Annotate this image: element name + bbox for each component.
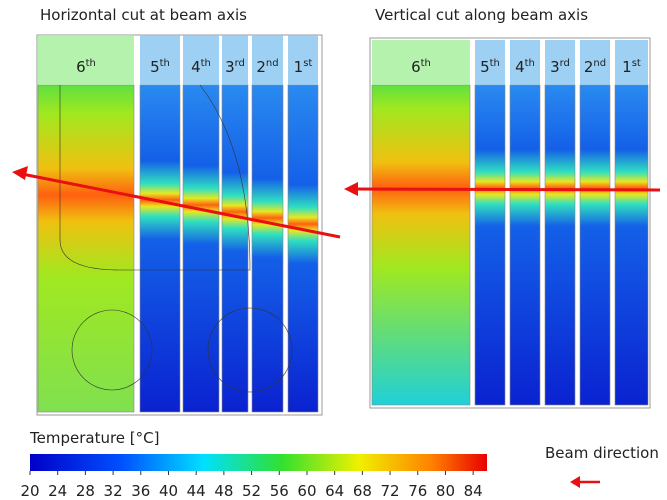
tick-label: 28 <box>76 482 95 500</box>
layer-header <box>475 40 505 85</box>
beam-line <box>21 172 341 239</box>
layer-number: 5 <box>150 58 160 76</box>
colorbar <box>30 454 487 471</box>
layer-map <box>37 84 135 413</box>
layer-number: 2 <box>584 58 594 76</box>
layer-label: 3rd <box>225 58 245 76</box>
layer-label: 5th <box>480 58 500 76</box>
layer-header <box>288 35 318 85</box>
tick-label: 80 <box>436 482 455 500</box>
tick-label: 24 <box>48 482 67 500</box>
layer-number: 3 <box>225 58 235 76</box>
layer-label: 6th <box>411 58 431 76</box>
layer-suffix: th <box>201 58 211 69</box>
panel-title: Vertical cut along beam axis <box>375 6 588 24</box>
layer-map <box>251 84 284 413</box>
tick-label: 36 <box>131 482 150 500</box>
tick-label: 52 <box>242 482 261 500</box>
layer-map <box>614 84 649 406</box>
layer-header <box>222 35 248 85</box>
tick-label: 76 <box>408 482 427 500</box>
layer-suffix: st <box>632 58 641 69</box>
outline <box>59 84 251 271</box>
tick-label: 60 <box>297 482 316 500</box>
layer-number: 6 <box>76 58 86 76</box>
layer-label: 4th <box>191 58 211 76</box>
layer-header <box>615 40 648 85</box>
outline <box>71 309 153 391</box>
layer-suffix: th <box>86 58 96 69</box>
tick-label: 48 <box>214 482 233 500</box>
arrow-head <box>570 476 580 488</box>
tick-label: 56 <box>270 482 289 500</box>
tick-label: 40 <box>159 482 178 500</box>
layer-suffix: th <box>490 58 500 69</box>
layer-label: 4th <box>515 58 535 76</box>
tick-label: 68 <box>353 482 372 500</box>
layer-number: 1 <box>622 58 632 76</box>
layer-header <box>38 35 134 85</box>
layer-map <box>509 84 541 406</box>
tick-label: 64 <box>325 482 344 500</box>
beam-line <box>355 187 661 192</box>
layer-map <box>371 84 471 406</box>
layer-map <box>579 84 611 406</box>
layer-suffix: th <box>421 58 431 69</box>
beam-direction-label: Beam direction <box>545 444 659 462</box>
arrow-head <box>344 182 358 196</box>
tick-label: 20 <box>20 482 39 500</box>
layer-suffix: st <box>303 58 312 69</box>
layer-suffix: th <box>525 58 535 69</box>
layer-suffix: rd <box>560 58 570 69</box>
layer-label: 1st <box>294 58 313 76</box>
layer-number: 1 <box>294 58 304 76</box>
layer-label: 5th <box>150 58 170 76</box>
layer-number: 2 <box>256 58 266 76</box>
layer-suffix: nd <box>266 58 279 69</box>
panel-title: Horizontal cut at beam axis <box>40 6 247 24</box>
layer-number: 5 <box>480 58 490 76</box>
layer-number: 4 <box>515 58 525 76</box>
layer-map <box>474 84 506 406</box>
panel-frame <box>369 37 651 409</box>
tick-label: 44 <box>187 482 206 500</box>
layer-suffix: nd <box>593 58 606 69</box>
arrow-head <box>12 166 28 180</box>
layer-map <box>221 84 249 413</box>
colorbar-ticks: 20 24 28 32 36 40 44 48 52 56 60 64 68 72 76 80 84 <box>20 471 483 500</box>
outline <box>207 307 293 393</box>
layer-label: 3rd <box>550 58 570 76</box>
temperature-maps: 6th 5th 4th 3rd 2nd 1st 6th 5th 4th 3rd 2nd 1st <box>36 34 651 416</box>
layer-header <box>372 40 470 85</box>
layer-header <box>140 35 180 85</box>
colorbar-label: Temperature [°C] <box>29 429 159 447</box>
layer-number: 4 <box>191 58 201 76</box>
layer-map <box>287 84 319 413</box>
tick-label: 84 <box>464 482 483 500</box>
layer-label: 1st <box>622 58 641 76</box>
layer-label: 6th <box>76 58 96 76</box>
layer-suffix: rd <box>235 58 245 69</box>
layer-map <box>544 84 576 406</box>
layer-map <box>182 84 220 413</box>
layer-header <box>510 40 540 85</box>
tick-label: 72 <box>381 482 400 500</box>
layer-label: 2nd <box>256 58 278 76</box>
layer-suffix: th <box>160 58 170 69</box>
layer-header <box>252 35 283 85</box>
layer-header <box>545 40 575 85</box>
layer-number: 3 <box>550 58 560 76</box>
layer-header <box>183 35 219 85</box>
layer-header <box>580 40 610 85</box>
layer-number: 6 <box>411 58 421 76</box>
layer-map <box>139 84 181 413</box>
layer-label: 2nd <box>584 58 606 76</box>
tick-label: 32 <box>104 482 123 500</box>
